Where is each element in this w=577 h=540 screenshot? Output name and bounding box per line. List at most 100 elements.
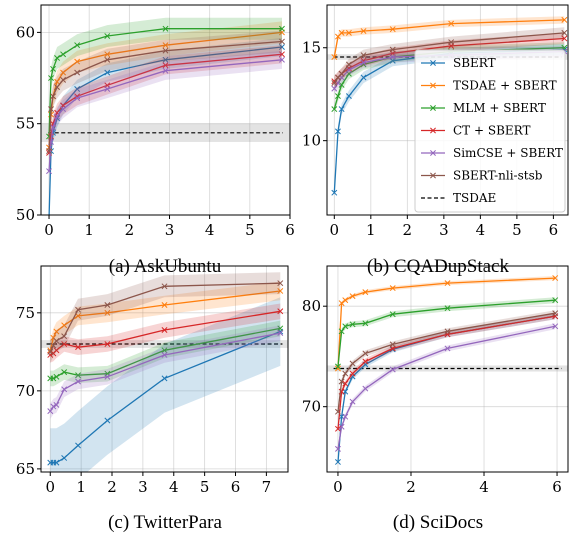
x-tick-label: 6: [231, 478, 241, 496]
marker-simcse-sbert: [162, 67, 169, 74]
marker-tsdae-sbert: [61, 322, 68, 329]
series-layer: [327, 275, 568, 465]
marker-tsdae-sbert: [74, 58, 81, 65]
marker-simcse-sbert: [279, 56, 285, 63]
marker-sbert-nli-stsb: [53, 337, 60, 344]
marker-ct-sbert: [53, 347, 60, 354]
marker-tsdae-sbert: [104, 51, 111, 58]
marker-sbert-nli-stsb: [338, 70, 345, 77]
marker-mlm-sbert: [50, 375, 57, 382]
marker-sbert-nli-stsb: [161, 283, 168, 290]
legend-label: CT + SBERT: [453, 124, 531, 138]
marker-ct-sbert: [335, 425, 341, 432]
x-tick-label: 1: [76, 478, 86, 496]
marker-sbert: [61, 455, 68, 461]
subplot-twitterpara: (c) TwitterPara: [108, 512, 222, 533]
marker-tsdae-sbert: [444, 280, 451, 287]
y-tick-label: 80: [302, 297, 321, 315]
caption-twitterpara: (c) TwitterPara: [108, 512, 222, 533]
marker-mlm-sbert: [53, 373, 60, 380]
legend-swatch-marker: [430, 82, 436, 89]
marker-simcse-sbert: [360, 59, 367, 66]
marker-simcse-sbert: [50, 403, 57, 410]
marker-sbert: [335, 128, 341, 135]
marker-mlm-sbert: [54, 55, 61, 61]
legend-frame: [414, 49, 566, 213]
marker-ct-sbert: [161, 327, 168, 333]
marker-sbert: [345, 93, 352, 100]
marker-sbert: [279, 44, 285, 50]
marker-sbert: [338, 106, 345, 113]
x-tick-label: 3: [138, 478, 148, 496]
legend-item-tsdae: TSDAE: [421, 191, 496, 205]
marker-ct-sbert: [342, 380, 349, 387]
marker-tsdae-sbert: [335, 365, 341, 372]
x-tick-label: 3: [165, 221, 175, 239]
marker-sbert: [74, 86, 81, 92]
marker-ct-sbert: [75, 344, 82, 351]
marker-sbert-nli-stsb: [48, 106, 54, 113]
legend-item-tsdae-sbert: TSDAE + SBERT: [421, 79, 557, 93]
subplot-scidocs: (d) SciDocs: [393, 512, 483, 533]
y-tick-label: 65: [16, 460, 35, 478]
legend-label: TSDAE: [453, 191, 496, 205]
caption-scidocs: (d) SciDocs: [393, 512, 483, 533]
marker-sbert-nli-stsb: [104, 56, 111, 63]
marker-sbert-nli-stsb: [448, 39, 455, 46]
marker-simcse-sbert: [362, 385, 369, 392]
marker-tsdae-sbert: [360, 28, 367, 34]
marker-ct-sbert: [277, 308, 284, 315]
marker-tsdae-sbert: [331, 54, 338, 60]
marker-mlm-sbert: [162, 25, 169, 32]
marker-sbert: [53, 459, 60, 466]
x-tick-label: 5: [512, 221, 522, 239]
marker-mlm-sbert: [48, 75, 54, 81]
y-tick-label: 60: [16, 23, 35, 41]
marker-sbert-nli-stsb: [444, 328, 451, 335]
band-sbert-nli-stsb: [334, 27, 565, 89]
x-tick-label: 2: [406, 478, 416, 496]
marker-simcse-sbert: [104, 373, 111, 380]
marker-sbert-nli-stsb: [349, 360, 356, 367]
y-tick-label: 70: [302, 398, 321, 416]
x-tick-label: 5: [245, 221, 255, 239]
band-simcse-sbert: [49, 50, 282, 181]
marker-simcse-sbert: [335, 445, 341, 452]
marker-sbert-nli-stsb: [552, 310, 559, 317]
x-tick-label: 4: [169, 478, 179, 496]
marker-tsdae-sbert: [389, 26, 396, 33]
marker-sbert-nli-stsb: [60, 76, 67, 83]
marker-tsdae-sbert: [389, 285, 396, 292]
marker-simcse-sbert: [161, 352, 168, 358]
marker-ct-sbert: [362, 358, 369, 365]
x-tick-label: 0: [44, 221, 54, 239]
marker-mlm-sbert: [552, 297, 559, 304]
x-tick-label: 3: [439, 221, 449, 239]
marker-sbert-nli-stsb: [561, 29, 568, 36]
marker-sbert: [75, 442, 82, 449]
marker-simcse-sbert: [104, 86, 111, 92]
axes-frame: [40, 4, 291, 216]
marker-mlm-sbert: [349, 321, 356, 328]
marker-mlm-sbert: [331, 106, 338, 113]
x-tick-label: 4: [479, 478, 489, 496]
marker-simcse-sbert: [50, 124, 57, 131]
axes-frame: [40, 265, 289, 473]
series-layer: [41, 272, 288, 472]
marker-mlm-sbert: [444, 305, 451, 312]
marker-ct-sbert: [279, 51, 285, 58]
plot-area-askubuntu: 0 1 2 3 4 5 6 50 55 60: [16, 4, 295, 239]
x-tick-label: 4: [476, 221, 486, 239]
line-simcse-sbert: [337, 325, 556, 450]
marker-simcse-sbert: [61, 386, 68, 393]
legend-label: MLM + SBERT: [453, 101, 546, 115]
marker-ct-sbert: [162, 62, 169, 69]
band-tsdae-sbert: [334, 16, 565, 61]
marker-mlm-sbert: [335, 93, 341, 100]
marker-mlm-sbert: [338, 81, 345, 88]
marker-sbert-nli-stsb: [277, 280, 284, 287]
marker-mlm-sbert: [279, 25, 285, 32]
marker-tsdae-sbert: [104, 309, 111, 316]
x-tick-label: 2: [125, 221, 135, 239]
x-tick-label: 6: [549, 221, 559, 239]
